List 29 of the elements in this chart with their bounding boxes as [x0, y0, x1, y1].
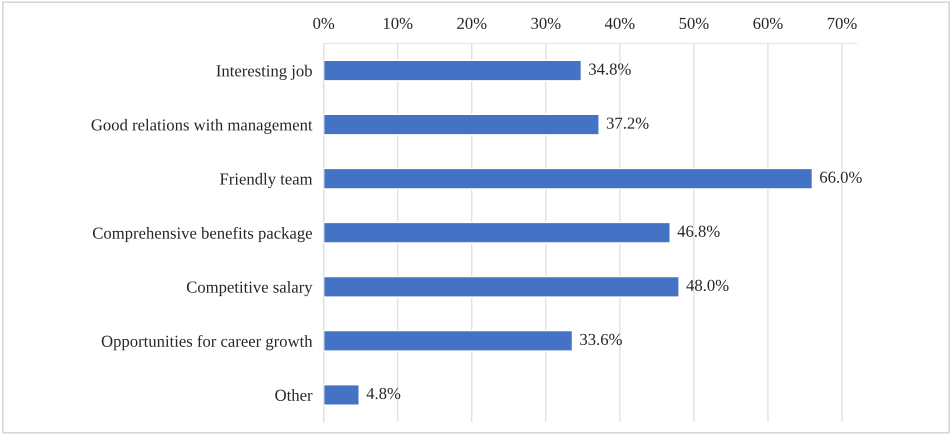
- bar: [324, 114, 600, 136]
- y-tick-label: Other: [275, 389, 312, 401]
- y-tick-label: Interesting job: [216, 64, 312, 80]
- x-tick-label: 60%: [753, 18, 783, 30]
- bar: [324, 276, 680, 298]
- data-label: 37.2%: [606, 118, 649, 129]
- data-label: 48.0%: [686, 280, 729, 292]
- y-tick-label: Opportunities for career growth: [102, 334, 312, 350]
- data-label: 66.0%: [820, 172, 862, 183]
- x-tick-label: 30%: [531, 18, 561, 30]
- x-tick-label: 40%: [604, 18, 635, 30]
- data-label: 4.8%: [366, 388, 400, 400]
- data-label: 33.6%: [580, 334, 622, 346]
- x-tick-label: 20%: [457, 18, 486, 30]
- x-tick-label: 50%: [680, 18, 709, 30]
- data-label: 34.8%: [589, 63, 631, 75]
- bar: [324, 384, 360, 406]
- y-tick-label: Comprehensive benefits package: [92, 226, 312, 242]
- x-tick-label: 10%: [384, 18, 412, 30]
- bar: [324, 168, 814, 190]
- bar: [324, 60, 582, 82]
- y-tick-label: Good relations with management: [92, 118, 312, 134]
- x-tick-label: 70%: [828, 18, 857, 30]
- bar: [324, 222, 671, 244]
- y-tick-label: Friendly team: [220, 172, 312, 188]
- data-label: 46.8%: [677, 226, 720, 237]
- bar: [324, 330, 574, 352]
- x-tick-label: 0%: [313, 18, 334, 30]
- y-tick-label: Competitive salary: [186, 281, 312, 296]
